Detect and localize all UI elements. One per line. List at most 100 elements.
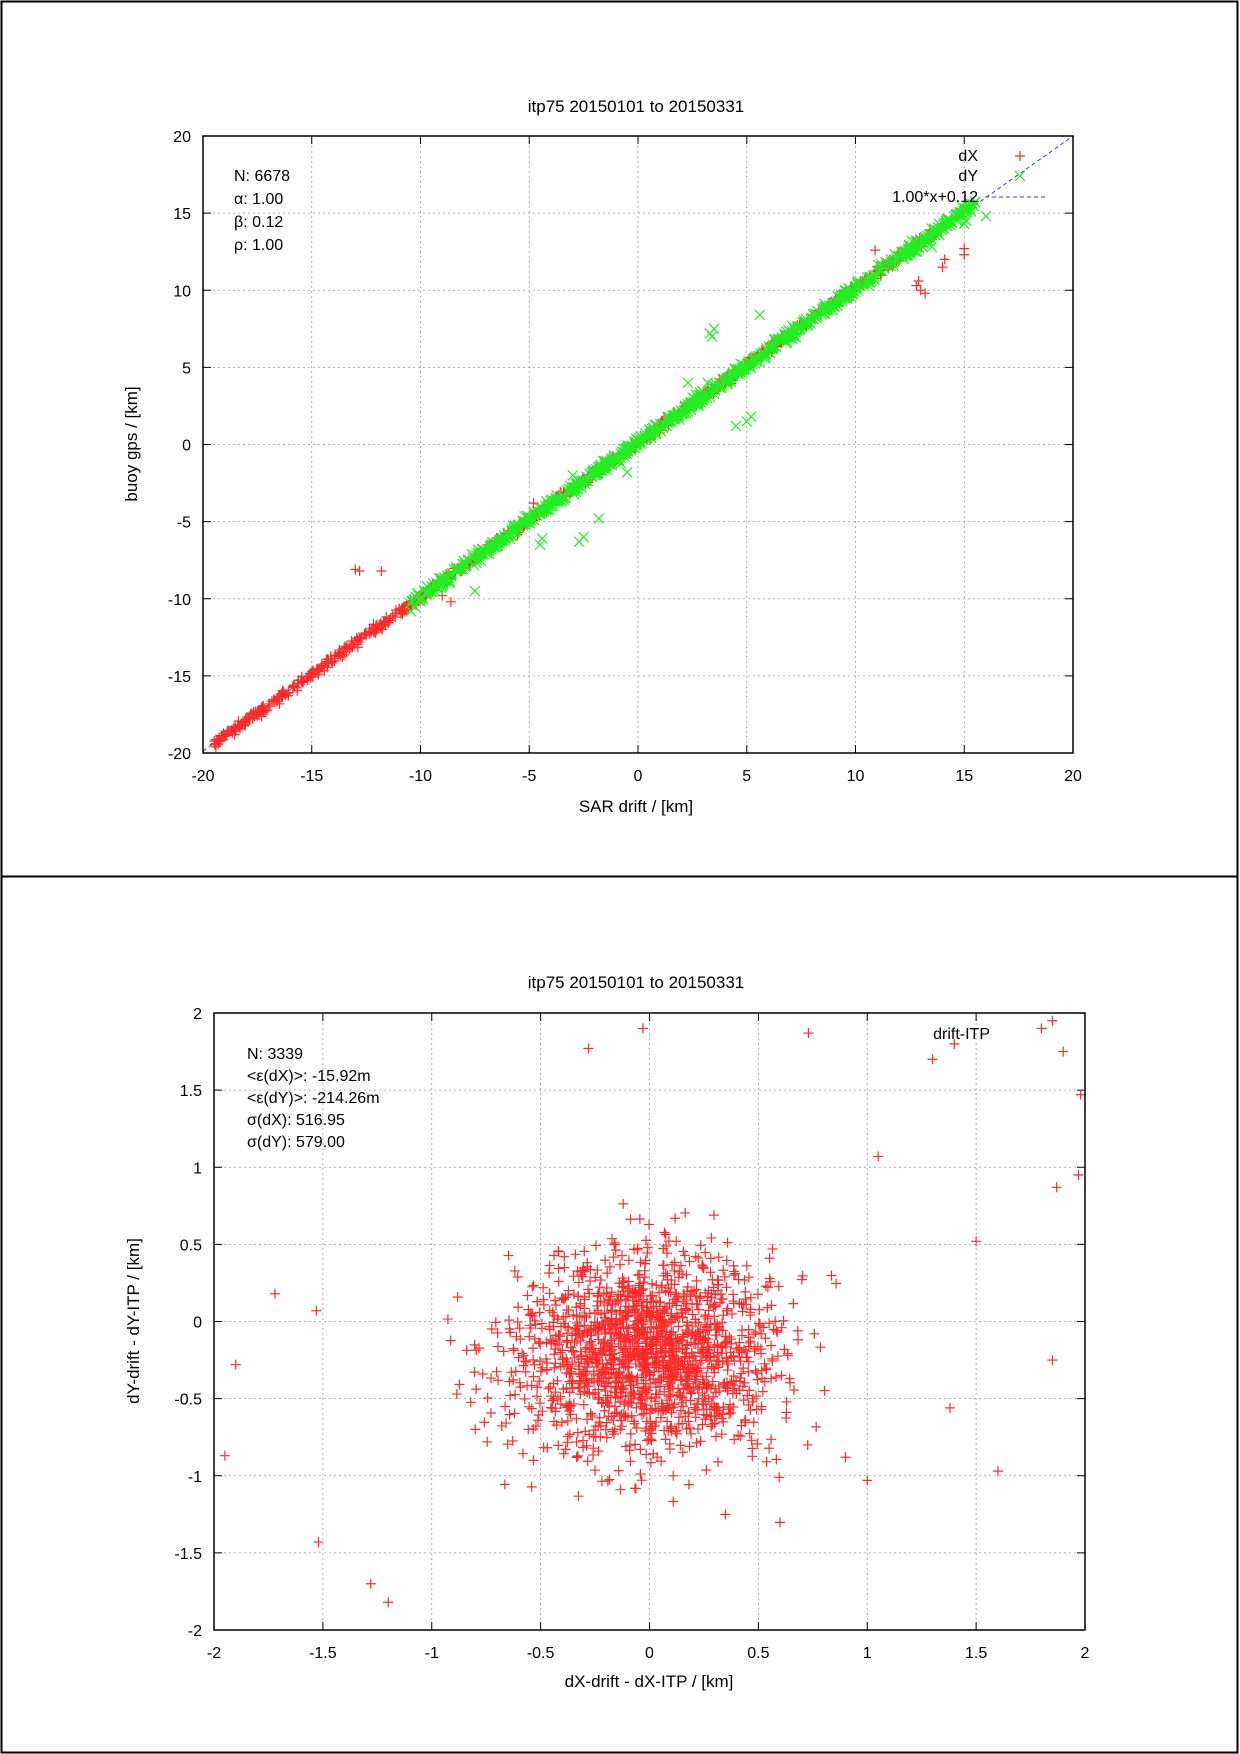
data-point-drift-itp bbox=[556, 1417, 567, 1428]
data-point-drift-itp bbox=[634, 1213, 645, 1224]
data-point-drift-itp bbox=[615, 1484, 626, 1495]
series-dy bbox=[404, 196, 992, 617]
data-point-drift-itp bbox=[665, 1287, 676, 1298]
data-point-drift-itp bbox=[775, 1517, 786, 1528]
data-point-drift-itp bbox=[571, 1413, 582, 1424]
data-point-dy bbox=[643, 424, 655, 436]
data-point-drift-itp bbox=[629, 1418, 640, 1429]
data-point-drift-itp bbox=[670, 1426, 681, 1437]
x-tick-label: 0.5 bbox=[747, 1645, 769, 1662]
data-point-drift-itp bbox=[608, 1429, 619, 1440]
data-point-drift-itp bbox=[513, 1302, 524, 1313]
legend-label-drift-itp: drift-ITP bbox=[933, 1026, 990, 1043]
data-point-dy bbox=[567, 469, 579, 481]
data-point-drift-itp bbox=[498, 1346, 509, 1357]
data-point-dx bbox=[288, 680, 299, 691]
x-axis-label: dX-drift - dX-ITP / [km] bbox=[565, 1672, 734, 1691]
data-point-drift-itp bbox=[593, 1384, 604, 1395]
data-point-dx bbox=[356, 632, 367, 643]
data-point-dx bbox=[237, 719, 248, 730]
y-tick-label: -2 bbox=[188, 1623, 202, 1640]
data-point-drift-itp bbox=[811, 1421, 822, 1432]
data-point-drift-itp bbox=[510, 1366, 521, 1377]
data-point-drift-itp bbox=[553, 1329, 564, 1340]
x-tick-label: 0 bbox=[645, 1645, 654, 1662]
data-point-dx bbox=[341, 642, 352, 653]
data-point-dy bbox=[779, 330, 790, 341]
data-point-dy bbox=[474, 549, 486, 561]
y-tick-label: -10 bbox=[168, 592, 191, 609]
data-point-drift-itp bbox=[641, 1449, 652, 1460]
data-point-drift-itp bbox=[486, 1324, 497, 1335]
data-point-dy bbox=[841, 293, 853, 304]
data-point-drift-itp bbox=[570, 1249, 581, 1260]
data-point-drift-itp bbox=[535, 1338, 546, 1349]
data-point-dy bbox=[502, 531, 514, 543]
data-point-dy bbox=[758, 349, 770, 360]
data-point-drift-itp bbox=[601, 1282, 612, 1293]
data-point-drift-itp bbox=[502, 1439, 513, 1450]
data-point-dx bbox=[218, 728, 229, 739]
data-point-drift-itp bbox=[572, 1451, 583, 1462]
x-tick-label: -1 bbox=[425, 1645, 439, 1662]
data-point-drift-itp bbox=[645, 1457, 656, 1468]
data-point-dy bbox=[745, 411, 757, 423]
data-point-drift-itp bbox=[620, 1361, 631, 1372]
data-point-drift-itp bbox=[527, 1281, 538, 1292]
data-point-drift-itp bbox=[757, 1386, 768, 1397]
legend: drift-ITP bbox=[933, 1026, 990, 1043]
data-point-drift-itp bbox=[579, 1246, 590, 1257]
data-point-drift-itp bbox=[219, 1450, 230, 1461]
data-point-dy bbox=[421, 580, 433, 592]
data-point-dx bbox=[361, 630, 372, 641]
data-point-drift-itp bbox=[661, 1240, 672, 1251]
data-point-dy bbox=[677, 407, 688, 419]
legend-label-fit: 1.00*x+0.12 bbox=[892, 189, 978, 206]
data-point-drift-itp bbox=[754, 1304, 765, 1315]
data-point-dy bbox=[876, 258, 887, 270]
data-point-drift-itp bbox=[632, 1270, 643, 1281]
y-tick-label: 1.5 bbox=[180, 1083, 202, 1100]
data-point-drift-itp bbox=[751, 1391, 762, 1402]
data-point-dx bbox=[375, 622, 386, 633]
data-point-drift-itp bbox=[772, 1351, 783, 1362]
data-point-dy bbox=[596, 465, 608, 477]
y-tick-label: 20 bbox=[173, 129, 191, 146]
y-axis-label: dY-drift - dY-ITP / [km] bbox=[124, 1238, 143, 1404]
data-point-dy bbox=[961, 215, 972, 227]
data-point-drift-itp bbox=[767, 1243, 778, 1254]
data-point-drift-itp bbox=[635, 1257, 646, 1268]
data-point-drift-itp bbox=[445, 1335, 456, 1346]
data-point-dx bbox=[280, 688, 291, 699]
data-point-drift-itp bbox=[530, 1421, 541, 1432]
data-point-dy bbox=[560, 492, 571, 503]
data-point-drift-itp bbox=[690, 1404, 701, 1415]
data-point-drift-itp bbox=[691, 1437, 702, 1448]
data-point-drift-itp bbox=[764, 1273, 775, 1284]
data-point-drift-itp bbox=[1036, 1023, 1047, 1034]
data-point-drift-itp bbox=[667, 1259, 678, 1270]
drift-error-scatter: itp75 20150101 to 20150331 -2 -1.5 -1 -0.5 0… bbox=[124, 973, 1090, 1691]
data-point-drift-itp bbox=[971, 1236, 982, 1247]
data-point-dx bbox=[292, 678, 303, 689]
data-point-drift-itp bbox=[528, 1343, 539, 1354]
data-point-drift-itp bbox=[544, 1288, 555, 1299]
data-point-dy bbox=[657, 422, 669, 434]
data-point-dx bbox=[292, 685, 303, 696]
annotation-n: N: 6678 bbox=[234, 168, 290, 185]
data-point-dy bbox=[618, 450, 630, 462]
data-point-dy bbox=[706, 331, 718, 342]
data-point-drift-itp bbox=[708, 1210, 719, 1221]
data-point-drift-itp bbox=[659, 1227, 670, 1238]
data-point-dy bbox=[730, 420, 742, 432]
data-point-dy bbox=[842, 288, 854, 300]
data-point-drift-itp bbox=[603, 1295, 614, 1306]
data-point-dy bbox=[571, 477, 583, 489]
data-point-drift-itp bbox=[591, 1240, 602, 1251]
data-point-drift-itp bbox=[743, 1356, 754, 1367]
data-point-drift-itp bbox=[590, 1465, 601, 1476]
data-point-dy bbox=[795, 322, 806, 334]
data-point-dy bbox=[593, 513, 605, 524]
data-point-dx bbox=[870, 245, 881, 256]
data-point-drift-itp bbox=[534, 1376, 545, 1387]
